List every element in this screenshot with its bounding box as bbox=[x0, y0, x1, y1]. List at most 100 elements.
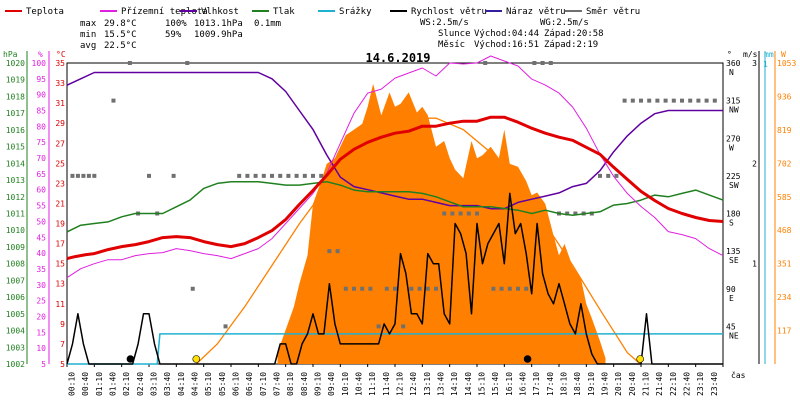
wind-dir-point bbox=[647, 98, 652, 103]
x-tick-label: 21:10 bbox=[642, 372, 651, 396]
x-tick-label: 00:10 bbox=[68, 372, 77, 396]
temperature-tick: 31 bbox=[55, 99, 65, 108]
wind-speed-line bbox=[66, 192, 723, 365]
sun-label: Slunce bbox=[438, 29, 471, 39]
humidity-tick: 95 bbox=[36, 75, 46, 84]
wind-dir-point bbox=[335, 249, 340, 254]
pressure-tick: 1009 bbox=[6, 243, 25, 252]
x-tick-label: 17:40 bbox=[546, 372, 555, 396]
wind-dir-point bbox=[458, 211, 463, 216]
temperature-tick: 11 bbox=[55, 300, 65, 309]
wind-dir-point bbox=[127, 61, 132, 65]
pressure-tick: 1012 bbox=[6, 193, 25, 202]
pressure-tick: 1018 bbox=[6, 92, 25, 101]
wind-dir-label: SE bbox=[729, 256, 739, 265]
wind-dir-point bbox=[622, 98, 627, 103]
wind-dir-point bbox=[712, 98, 717, 103]
wind-dir-point bbox=[450, 211, 455, 216]
wind-dir-point bbox=[696, 98, 701, 103]
x-tick-label: 06:40 bbox=[245, 372, 254, 396]
solar-tick: 585 bbox=[777, 193, 792, 202]
x-tick-label: 13:10 bbox=[423, 372, 432, 396]
temperature-tick: 19 bbox=[55, 220, 65, 229]
pressure-unit: hPa bbox=[3, 50, 18, 59]
temperature-tick: 13 bbox=[55, 280, 65, 289]
wind-dir-tick: 315 bbox=[726, 97, 741, 106]
moonrise-time: Východ:16:51 bbox=[474, 40, 539, 50]
wind-dir-label: W bbox=[729, 143, 734, 152]
wind-speed-tick: 3 bbox=[752, 59, 757, 68]
wind-dir-point bbox=[223, 324, 228, 329]
wind-dir-tick: 45 bbox=[726, 322, 736, 331]
stat-max-label: max bbox=[80, 19, 97, 29]
wind-dir-point bbox=[409, 286, 414, 291]
wind-dir-point bbox=[368, 286, 373, 291]
pressure-tick: 1014 bbox=[6, 159, 25, 168]
humidity-tick: 90 bbox=[36, 91, 46, 100]
x-tick-label: 19:10 bbox=[587, 372, 596, 396]
humidity-tick: 35 bbox=[36, 265, 46, 274]
stat-avg-label: avg bbox=[80, 41, 96, 51]
x-tick-label: 22:40 bbox=[683, 372, 692, 396]
stats-block: max 29.8°C 100% 1013.1hPa 0.1mm min 15.5°C 59% 1… bbox=[80, 19, 281, 51]
stat-min-label: min bbox=[80, 30, 96, 40]
sunset-marker bbox=[636, 355, 644, 363]
wind-dir-point bbox=[302, 173, 307, 178]
wind-dir-point bbox=[384, 286, 389, 291]
humidity-tick: 15 bbox=[36, 328, 46, 337]
wind-dir-label: E bbox=[729, 294, 734, 303]
x-tick-label: 20:40 bbox=[628, 372, 637, 396]
pressure-tick: 1003 bbox=[6, 343, 25, 352]
pressure-tick: 1008 bbox=[6, 260, 25, 269]
x-tick-label: 02:40 bbox=[136, 372, 145, 396]
x-tick-label: 20:10 bbox=[614, 372, 623, 396]
legend-label-6: Náraz větru bbox=[506, 7, 566, 17]
x-tick-label: 22:10 bbox=[669, 372, 678, 396]
moon-label: Měsíc bbox=[438, 40, 465, 50]
wind-dir-point bbox=[442, 211, 447, 216]
wind-dir-point bbox=[75, 173, 80, 178]
rain-tick: 1 bbox=[763, 60, 768, 69]
pressure-tick: 1015 bbox=[6, 143, 25, 152]
wind-dir-label: SW bbox=[729, 181, 739, 190]
humidity-tick: 80 bbox=[36, 122, 46, 131]
wind-dir-point bbox=[171, 173, 176, 178]
x-tick-label: 08:10 bbox=[286, 372, 295, 396]
humidity-tick: 50 bbox=[36, 217, 46, 226]
temperature-tick: 7 bbox=[60, 340, 65, 349]
wind-dir-point bbox=[86, 173, 91, 178]
stat-max-press: 1013.1hPa bbox=[194, 19, 243, 29]
x-tick-label: 04:10 bbox=[177, 372, 186, 396]
wind-dir-point bbox=[343, 286, 348, 291]
x-tick-label: 11:10 bbox=[368, 372, 377, 396]
chart-title: 14.6.2019 bbox=[365, 51, 430, 65]
wind-dir-point bbox=[393, 286, 397, 291]
wind-dir-point bbox=[190, 286, 195, 291]
wind-dir-point bbox=[70, 173, 75, 178]
x-tick-label: 18:10 bbox=[560, 372, 569, 396]
wind-dir-point bbox=[507, 286, 512, 291]
humidity-tick: 30 bbox=[36, 281, 46, 290]
x-tick-label: 05:40 bbox=[218, 372, 227, 396]
wind-dir-point bbox=[565, 211, 570, 216]
wind-dir-point bbox=[311, 173, 315, 178]
pressure-tick: 1017 bbox=[6, 109, 25, 118]
wind-dir-tick: 90 bbox=[726, 285, 736, 294]
sunrise-marker bbox=[192, 355, 201, 363]
wind-dir-point bbox=[237, 173, 242, 178]
wind-dir-point bbox=[671, 98, 676, 103]
legend-label-4: Srážky bbox=[339, 7, 372, 17]
legend-label-5: Rychlost větru bbox=[411, 7, 487, 17]
wind-speed-tick: 2 bbox=[752, 159, 757, 168]
wind-dir-point bbox=[499, 286, 504, 291]
moonset-marker bbox=[126, 355, 135, 363]
humidity-line bbox=[66, 71, 723, 210]
x-tick-label: 18:40 bbox=[573, 372, 582, 396]
solar-tick: 117 bbox=[777, 327, 792, 336]
wind-dir-point bbox=[532, 61, 537, 65]
ground-temp-line bbox=[66, 55, 724, 279]
humidity-tick: 75 bbox=[36, 138, 46, 147]
stat-max-temp: 29.8°C bbox=[104, 19, 137, 29]
wind-dir-tick: 360 bbox=[726, 59, 741, 68]
